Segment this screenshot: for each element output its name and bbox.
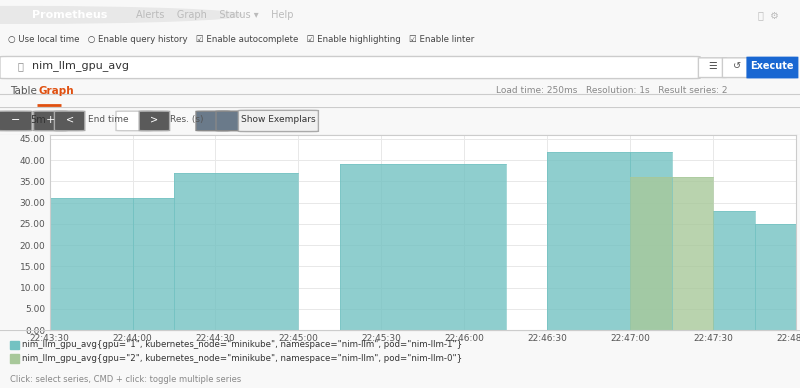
Bar <box>10 355 19 362</box>
Text: <: < <box>66 114 74 125</box>
FancyBboxPatch shape <box>238 110 318 132</box>
Text: Show Exemplars: Show Exemplars <box>241 115 316 124</box>
Text: ○ Use local time   ○ Enable query history   ☑ Enable autocomplete   ☑ Enable hig: ○ Use local time ○ Enable query history … <box>8 35 474 44</box>
Text: ↺: ↺ <box>733 61 741 71</box>
Text: nim_llm_gpu_avg{gpu="2", kubernetes_node="minikube", namespace="nim-llm", pod="n: nim_llm_gpu_avg{gpu="2", kubernetes_node… <box>22 354 462 363</box>
FancyBboxPatch shape <box>139 111 170 131</box>
FancyBboxPatch shape <box>216 111 250 131</box>
Text: ☰: ☰ <box>709 61 717 71</box>
Text: −: − <box>10 114 20 125</box>
FancyBboxPatch shape <box>196 111 230 131</box>
Text: Load time: 250ms   Resolution: 1s   Result series: 2: Load time: 250ms Resolution: 1s Result s… <box>496 86 727 95</box>
Text: Graph: Graph <box>38 86 74 95</box>
Text: Table: Table <box>10 86 37 95</box>
Text: nim_llm_gpu_avg{gpu="1", kubernetes_node="minikube", namespace="nim-llm", pod="n: nim_llm_gpu_avg{gpu="1", kubernetes_node… <box>22 340 462 349</box>
FancyBboxPatch shape <box>34 111 67 131</box>
Text: Alerts    Graph    Status ▾    Help: Alerts Graph Status ▾ Help <box>136 10 294 20</box>
Text: Click: select series, CMD + click: toggle multiple series: Click: select series, CMD + click: toggl… <box>10 376 241 385</box>
Bar <box>10 341 19 349</box>
Text: >: > <box>150 114 158 125</box>
Text: +: + <box>46 114 55 125</box>
FancyBboxPatch shape <box>746 57 798 78</box>
FancyBboxPatch shape <box>0 57 700 79</box>
Text: End time: End time <box>88 115 129 124</box>
FancyBboxPatch shape <box>0 111 32 131</box>
Text: Res. (s): Res. (s) <box>170 115 203 124</box>
Text: Execute: Execute <box>750 61 794 71</box>
Text: 🌙  ⚙: 🌙 ⚙ <box>758 10 778 20</box>
FancyBboxPatch shape <box>722 58 750 78</box>
FancyBboxPatch shape <box>54 111 85 131</box>
Text: 🔍: 🔍 <box>18 61 23 71</box>
Circle shape <box>0 7 242 23</box>
Text: nim_llm_gpu_avg: nim_llm_gpu_avg <box>32 61 129 71</box>
FancyBboxPatch shape <box>698 58 726 78</box>
FancyBboxPatch shape <box>116 111 152 131</box>
Text: 5m: 5m <box>30 114 46 125</box>
Text: Prometheus: Prometheus <box>32 10 107 20</box>
